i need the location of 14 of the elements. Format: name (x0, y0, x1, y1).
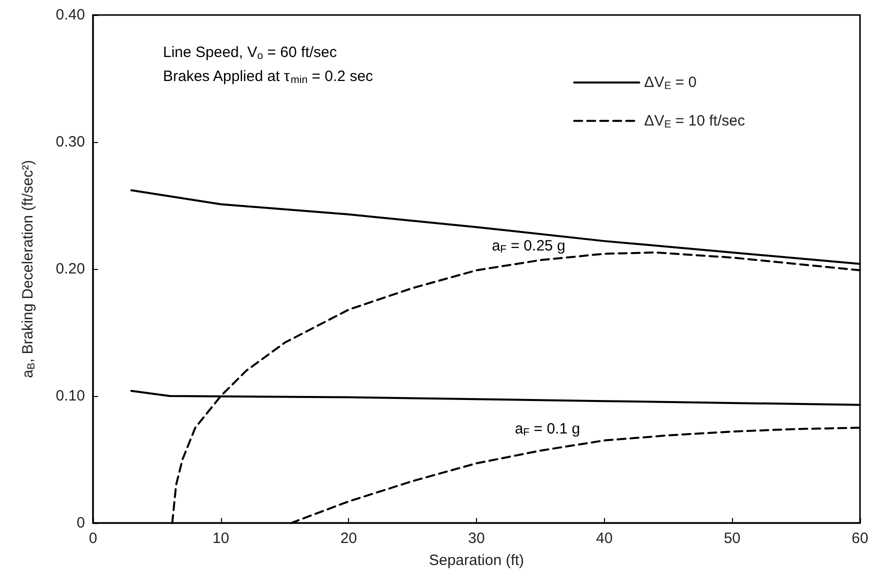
x-tick-label: 20 (340, 530, 358, 547)
x-tick-label: 0 (88, 530, 98, 547)
y-tick-label: 0.20 (56, 260, 85, 278)
y-tick-label: 0.10 (56, 388, 85, 404)
y-tick-label: 0 (76, 514, 85, 532)
y-tick-label: 0.30 (56, 134, 85, 150)
x-tick-label: 50 (724, 530, 741, 547)
x-tick-label: 40 (596, 530, 613, 547)
y-axis-title: aB, Braking Deceleration (ft/sec²) (20, 160, 38, 378)
x-tick-label: 30 (468, 530, 485, 547)
y-tick-label: 0.40 (56, 6, 85, 24)
x-tick-label: 10 (212, 530, 230, 547)
x-tick-label: 60 (852, 530, 868, 547)
x-axis-title: Separation (ft) (428, 552, 524, 569)
